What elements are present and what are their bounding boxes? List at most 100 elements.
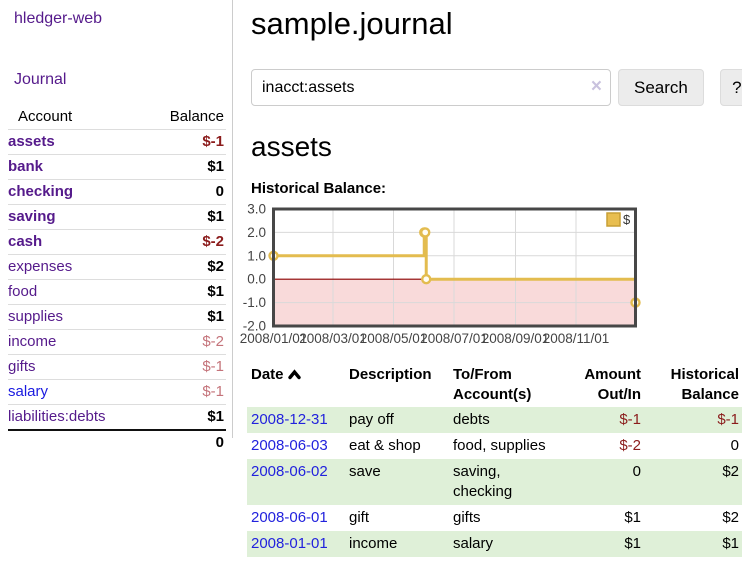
svg-text:2008/11/01: 2008/11/01	[543, 331, 610, 346]
svg-text:-2.0: -2.0	[243, 319, 266, 334]
sort-asc-icon	[287, 366, 301, 386]
transaction-amount: $1	[624, 535, 641, 552]
account-row: cash $-2	[8, 230, 226, 255]
sidebar-divider	[232, 0, 233, 438]
account-link[interactable]: expenses	[8, 258, 73, 275]
transaction-accounts: saving, checking	[453, 463, 513, 500]
transaction-balance: $-1	[717, 411, 739, 428]
sidebar-item-journal[interactable]: Journal	[14, 71, 67, 88]
svg-text:2008/07/01: 2008/07/01	[420, 331, 488, 346]
account-balance: $1	[207, 208, 224, 225]
transaction-date-link[interactable]: 2008-06-01	[251, 509, 328, 526]
account-row: assets $-1	[8, 130, 226, 155]
account-heading: assets	[251, 131, 332, 162]
transaction-description: eat & shop	[349, 437, 421, 454]
svg-text:0.0: 0.0	[247, 272, 266, 287]
svg-text:2008/05/01: 2008/05/01	[360, 331, 428, 346]
transaction-accounts: food, supplies	[453, 437, 546, 454]
transactions-table: Date Description To/From Account(s) Amou…	[247, 363, 742, 557]
account-row: checking 0	[8, 180, 226, 205]
transaction-balance: $2	[722, 463, 739, 480]
transaction-accounts: gifts	[453, 509, 481, 526]
column-header-accounts: To/From Account(s)	[453, 366, 532, 403]
main-content: sample.journal × Search ? assets Histori…	[233, 0, 742, 582]
transaction-description: save	[349, 463, 381, 480]
transaction-date-link[interactable]: 2008-12-31	[251, 411, 328, 428]
page-title: sample.journal	[251, 6, 453, 41]
transaction-accounts: salary	[453, 535, 494, 552]
transaction-date-link[interactable]: 2008-06-03	[251, 437, 328, 454]
column-header-description: Description	[349, 366, 432, 383]
search-form: × Search ?	[251, 69, 742, 106]
historical-balance-chart[interactable]: $3.0 2.0 1.0 0.0 -1.0 -2.0 2008/01/01 2008/03/0…	[240, 202, 741, 349]
transaction-amount: $1	[624, 509, 641, 526]
transaction-row: 2008-01-01 income salary $1 $1	[247, 531, 742, 557]
account-balance: $-2	[202, 233, 224, 250]
svg-text:2.0: 2.0	[247, 225, 266, 240]
account-link[interactable]: saving	[8, 208, 56, 225]
svg-text:$: $	[623, 212, 631, 227]
column-header-date[interactable]: Date	[247, 363, 345, 407]
accounts-total-row: 0	[8, 430, 226, 455]
account-balance: $1	[207, 408, 224, 425]
transaction-row: 2008-06-01 gift gifts $1 $2	[247, 505, 742, 531]
account-row: expenses $2	[8, 255, 226, 280]
transaction-accounts: debts	[453, 411, 490, 428]
accounts-total: 0	[215, 434, 224, 451]
balance-column-header: Balance	[146, 105, 226, 130]
account-row: supplies $1	[8, 305, 226, 330]
account-link[interactable]: checking	[8, 183, 74, 200]
transaction-description: income	[349, 535, 398, 552]
account-link[interactable]: liabilities:debts	[8, 408, 106, 425]
account-link[interactable]: assets	[8, 133, 55, 150]
account-balance: $-2	[202, 333, 224, 350]
account-link[interactable]: income	[8, 333, 57, 350]
account-row: gifts $-1	[8, 355, 226, 380]
app-brand-link[interactable]: hledger-web	[14, 10, 103, 27]
svg-text:2008/03/01: 2008/03/01	[299, 331, 367, 346]
transaction-date-link[interactable]: 2008-01-01	[251, 535, 328, 552]
search-input[interactable]	[251, 69, 611, 106]
account-row: food $1	[8, 280, 226, 305]
transaction-row: 2008-12-31 pay off debts $-1 $-1	[247, 407, 742, 433]
account-balance: $2	[207, 258, 224, 275]
account-row: income $-2	[8, 330, 226, 355]
account-balance: 0	[215, 183, 224, 200]
account-link[interactable]: food	[8, 283, 38, 300]
account-link[interactable]: salary	[8, 383, 49, 400]
account-row: saving $1	[8, 205, 226, 230]
transaction-amount: 0	[632, 463, 641, 480]
search-help-button[interactable]: ?	[719, 69, 742, 106]
account-row: salary $-1	[8, 380, 226, 405]
svg-text:1.0: 1.0	[247, 248, 266, 263]
transaction-amount: $-1	[619, 411, 641, 428]
clear-search-icon[interactable]: ×	[590, 76, 602, 97]
account-link[interactable]: supplies	[8, 308, 64, 325]
column-header-amount: Amount Out/In	[584, 366, 641, 403]
transaction-balance: 0	[730, 437, 739, 454]
account-link[interactable]: gifts	[8, 358, 36, 375]
account-balance: $-1	[202, 383, 224, 400]
column-header-balance: Historical Balance	[670, 366, 739, 403]
transaction-row: 2008-06-03 eat & shop food, supplies $-2…	[247, 433, 742, 459]
account-row: liabilities:debts $1	[8, 405, 226, 430]
sidebar: hledger-web Journal Account Balance asse…	[0, 0, 233, 582]
chart-svg: $3.0 2.0 1.0 0.0 -1.0 -2.02008/01/012008/03/0…	[240, 202, 641, 346]
account-row: bank $1	[8, 155, 226, 180]
transaction-balance: $1	[722, 535, 739, 552]
chart-title: Historical Balance:	[251, 180, 387, 197]
transaction-description: pay off	[349, 411, 394, 428]
account-link[interactable]: bank	[8, 158, 44, 175]
svg-text:2008/01/01: 2008/01/01	[240, 331, 308, 346]
account-balance: $-1	[202, 358, 224, 375]
svg-text:-1.0: -1.0	[243, 295, 266, 310]
search-button[interactable]: Search	[618, 69, 704, 106]
date-header-label: Date	[251, 366, 284, 383]
account-link[interactable]: cash	[8, 233, 43, 250]
transaction-row: 2008-06-02 save saving, checking 0 $2	[247, 459, 742, 505]
transaction-date-link[interactable]: 2008-06-02	[251, 463, 328, 480]
transaction-amount: $-2	[619, 437, 641, 454]
account-balance: $1	[207, 308, 224, 325]
transaction-description: gift	[349, 509, 370, 526]
transaction-balance: $2	[722, 509, 739, 526]
